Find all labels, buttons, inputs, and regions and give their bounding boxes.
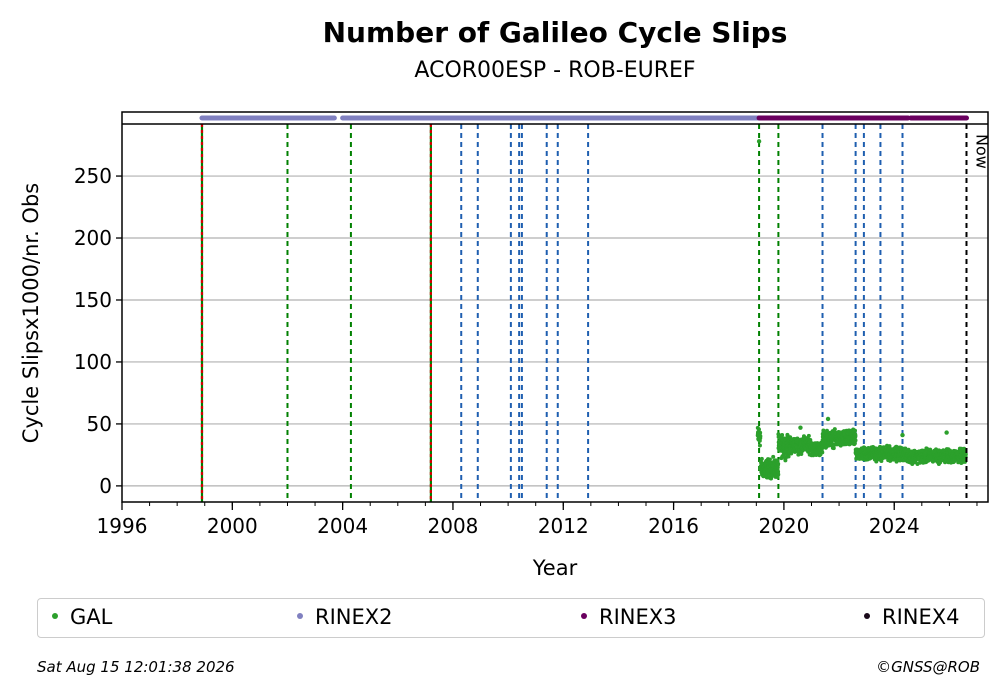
x-tick-label-1996: 1996 xyxy=(97,514,148,538)
legend: GAL RINEX2 RINEX3 RINEX4 xyxy=(37,598,985,638)
legend-label-gal: GAL xyxy=(70,605,113,629)
gal-outlier-2 xyxy=(944,430,949,435)
gal-point xyxy=(831,446,836,451)
gal-outlier-0 xyxy=(756,139,762,144)
gal-point xyxy=(879,459,884,464)
x-tick-label-2012: 2012 xyxy=(538,514,589,538)
legend-label-rinex2: RINEX2 xyxy=(315,605,393,629)
gal-point xyxy=(771,454,776,459)
legend-item-rinex3: RINEX3 xyxy=(581,605,677,629)
chart-subtitle: ACOR00ESP - ROB-EUREF xyxy=(414,58,696,83)
gal-point xyxy=(853,438,858,443)
gal-point xyxy=(962,446,967,451)
x-tick-label-2020: 2020 xyxy=(758,514,809,538)
gal-point xyxy=(767,457,772,462)
gal-point xyxy=(806,433,811,438)
y-tick-label-250: 250 xyxy=(74,164,112,188)
gal-point xyxy=(786,454,791,459)
x-tick-label-2016: 2016 xyxy=(648,514,699,538)
gal-point xyxy=(780,433,785,438)
gal-point xyxy=(775,458,780,463)
x-tick-label-2000: 2000 xyxy=(207,514,258,538)
gal-point xyxy=(887,444,892,449)
footer-timestamp: Sat Aug 15 12:01:38 2026 xyxy=(37,658,235,676)
y-tick-label-150: 150 xyxy=(74,288,112,312)
x-tick-label-2008: 2008 xyxy=(428,514,479,538)
x-axis-label: Year xyxy=(532,556,578,580)
gal-point xyxy=(796,452,801,457)
legend-marker-rinex3 xyxy=(581,613,587,619)
gal-point xyxy=(820,450,825,455)
legend-item-rinex2: RINEX2 xyxy=(297,605,393,629)
legend-label-rinex3: RINEX3 xyxy=(599,605,677,629)
y-tick-label-100: 100 xyxy=(74,350,112,374)
gal-point xyxy=(852,428,857,433)
legend-marker-rinex2 xyxy=(297,613,303,619)
cycle-slips-chart: Now 0 50 100 150 200 250 1996 2000 2004 2008 2012 20… xyxy=(19,111,991,580)
axes-frame xyxy=(121,111,989,503)
y-tick-label-200: 200 xyxy=(74,226,112,250)
legend-marker-gal xyxy=(52,613,58,619)
gal-point xyxy=(832,427,837,432)
legend-item-rinex4: RINEX4 xyxy=(864,605,960,629)
legend-item-gal: GAL xyxy=(52,605,112,629)
y-tick-label-0: 0 xyxy=(99,474,112,498)
x-tick-label-2024: 2024 xyxy=(869,514,920,538)
y-axis-label: Cycle Slipsx1000/nr. Obs xyxy=(19,183,43,443)
gal-outlier-1 xyxy=(825,416,831,422)
gal-point xyxy=(756,427,761,432)
gal-outlier-4 xyxy=(798,425,803,430)
gal-outlier-3 xyxy=(900,432,905,438)
footer-copyright: ©GNSS@ROB xyxy=(876,658,980,676)
gal-point xyxy=(963,452,968,457)
gal-point xyxy=(776,461,781,466)
gal-point xyxy=(776,472,781,477)
legend-label-rinex4: RINEX4 xyxy=(882,605,960,629)
legend-marker-rinex4 xyxy=(864,613,870,619)
y-tick-label-50: 50 xyxy=(87,412,112,436)
now-label: Now xyxy=(972,134,991,169)
chart-title: Number of Galileo Cycle Slips xyxy=(322,16,788,49)
gal-point xyxy=(757,443,762,448)
gal-point xyxy=(758,430,763,435)
x-tick-label-2004: 2004 xyxy=(317,514,368,538)
gal-point xyxy=(758,434,763,439)
gal-point xyxy=(759,456,764,461)
gal-point xyxy=(853,433,858,438)
gal-point xyxy=(852,441,857,446)
